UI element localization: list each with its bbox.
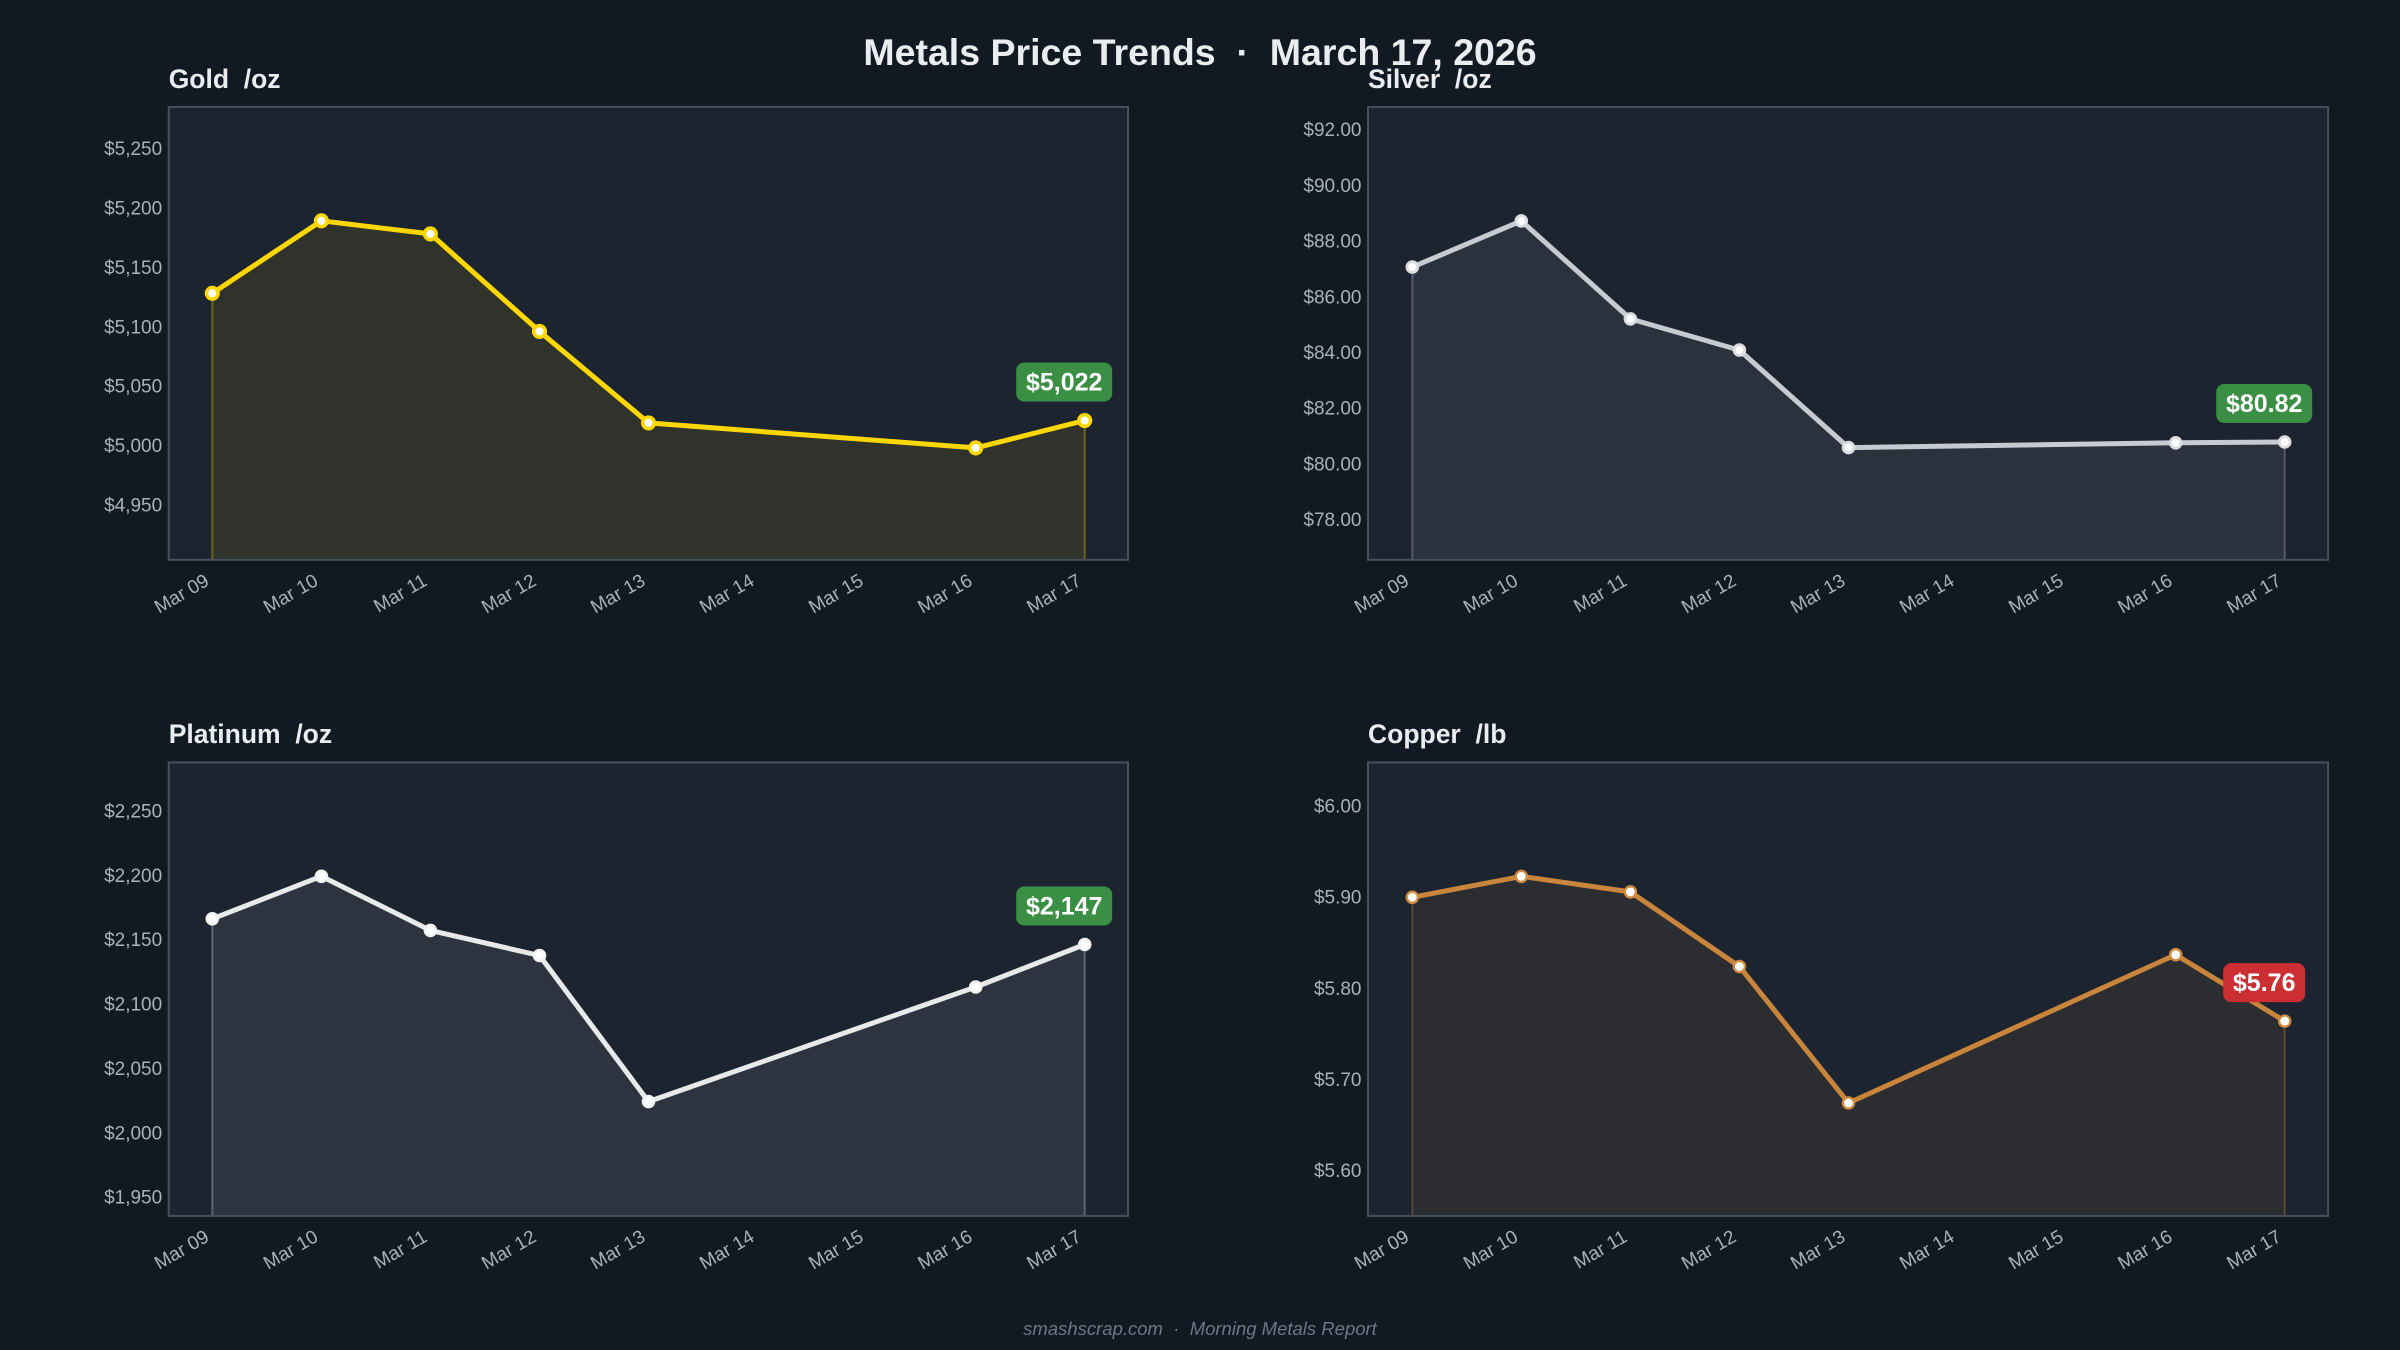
- svg-text:$5.76: $5.76: [2233, 969, 2296, 997]
- svg-text:$2,150: $2,150: [104, 930, 162, 951]
- svg-text:$5,150: $5,150: [104, 258, 162, 279]
- svg-text:$5,200: $5,200: [104, 198, 162, 219]
- svg-text:Platinum /oz: Platinum /oz: [169, 719, 332, 749]
- svg-text:$82.00: $82.00: [1303, 399, 1361, 420]
- svg-text:Metals Price Trends · March: Metals Price Trends · March 17, 2026: [863, 31, 1536, 73]
- svg-text:$5.90: $5.90: [1314, 888, 1362, 909]
- svg-text:$5,050: $5,050: [104, 377, 162, 398]
- svg-text:$6.00: $6.00: [1314, 797, 1362, 818]
- svg-text:$5,000: $5,000: [104, 436, 162, 457]
- svg-text:Gold /oz: Gold /oz: [169, 64, 281, 94]
- svg-text:smashscrap.com · Morning Met: smashscrap.com · Morning Metals Report: [1023, 1318, 1378, 1339]
- svg-text:$80.82: $80.82: [2226, 390, 2302, 418]
- svg-text:$5.80: $5.80: [1314, 979, 1362, 1000]
- svg-text:$2,147: $2,147: [1026, 893, 1102, 921]
- svg-text:$80.00: $80.00: [1303, 454, 1361, 475]
- svg-text:Copper /lb: Copper /lb: [1368, 719, 1506, 749]
- svg-text:$86.00: $86.00: [1303, 287, 1361, 308]
- svg-text:$2,050: $2,050: [104, 1059, 162, 1080]
- svg-text:$5.60: $5.60: [1314, 1161, 1362, 1182]
- svg-text:$2,000: $2,000: [104, 1123, 162, 1144]
- svg-text:$4,950: $4,950: [104, 496, 162, 517]
- svg-text:$92.00: $92.00: [1303, 120, 1361, 141]
- svg-text:$90.00: $90.00: [1303, 176, 1361, 197]
- svg-text:$2,250: $2,250: [104, 801, 162, 822]
- svg-text:$78.00: $78.00: [1303, 510, 1361, 531]
- svg-text:$5.70: $5.70: [1314, 1070, 1362, 1091]
- svg-text:$88.00: $88.00: [1303, 232, 1361, 253]
- svg-text:Silver /oz: Silver /oz: [1368, 64, 1492, 94]
- svg-text:$5,250: $5,250: [104, 139, 162, 160]
- svg-text:$1,950: $1,950: [104, 1188, 162, 1209]
- svg-text:$5,022: $5,022: [1026, 369, 1102, 397]
- svg-text:$84.00: $84.00: [1303, 343, 1361, 364]
- svg-text:$5,100: $5,100: [104, 317, 162, 338]
- svg-text:$2,200: $2,200: [104, 866, 162, 887]
- svg-text:$2,100: $2,100: [104, 995, 162, 1016]
